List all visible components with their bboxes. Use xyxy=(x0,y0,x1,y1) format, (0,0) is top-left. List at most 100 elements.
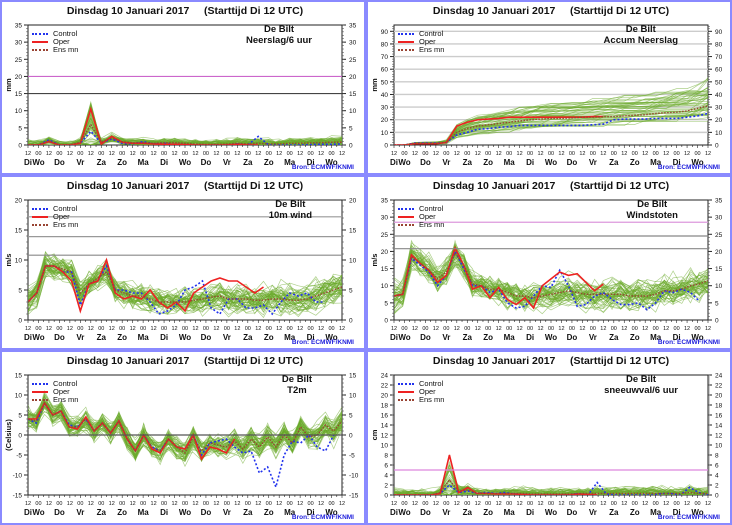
panel-sneeuwval: Dinsdag 10 Januari 2017 (Starttijd Di 12… xyxy=(366,350,732,525)
x-day-label: Ma xyxy=(504,333,516,342)
station-label: De Bilt Accum Neerslag xyxy=(604,24,678,46)
x-tick-label: 12 xyxy=(496,151,502,157)
plot-content xyxy=(28,389,342,490)
legend-label-ensmn: Ens mn xyxy=(53,395,79,404)
x-day-label: Zo xyxy=(117,333,127,342)
x-tick-label: 00 xyxy=(56,501,62,507)
y-tick-label: 20 xyxy=(15,198,23,205)
x-tick-label: 00 xyxy=(527,501,533,507)
legend-item-oper: Oper xyxy=(32,388,78,396)
x-tick-label: 12 xyxy=(475,151,481,157)
y-tick-label: 10 xyxy=(15,258,23,265)
x-day-label: Wo xyxy=(32,508,44,517)
x-day-label: Ma xyxy=(138,333,150,342)
x-day-label: Di xyxy=(526,508,534,517)
y-axis: 0 0 5 5 10 10 15 15 20 20 25 25 30 30 35 35 xyxy=(15,23,357,150)
y-tick-label-right: 20 xyxy=(349,74,357,81)
x-day-label: Do xyxy=(567,508,578,517)
x-axis: 12 00 12 00 12 00 12 00 12 00 12 00 12 00 12 00 12 00 12 00… xyxy=(24,495,345,517)
x-tick-label: 00 xyxy=(287,151,293,157)
x-tick-label: 12 xyxy=(705,501,711,507)
x-tick-label: 00 xyxy=(266,501,272,507)
y-tick-label-right: 0 xyxy=(715,143,719,150)
x-tick-label: 00 xyxy=(464,151,470,157)
x-tick-label: 12 xyxy=(171,326,177,332)
y-tick-label: 24 xyxy=(381,373,389,380)
legend: Control Oper Ens mn xyxy=(398,380,444,404)
x-day-label: Ma xyxy=(284,333,296,342)
x-tick-label: 12 xyxy=(537,151,543,157)
x-tick-label: 00 xyxy=(287,501,293,507)
y-tick-label-right: 8 xyxy=(715,453,719,460)
source-credit: Bron: ECMWF/KNMI xyxy=(657,514,720,521)
y-axis: 0 0 5 5 10 10 15 15 20 20 25 25 30 30 35 35 xyxy=(381,198,723,325)
legend-item-control: Control xyxy=(32,205,78,213)
y-tick-label: 15 xyxy=(15,373,23,380)
legend-item-oper: Oper xyxy=(398,213,444,221)
y-tick-label-right: 20 xyxy=(715,117,723,124)
y-tick-label: 10 xyxy=(381,130,389,137)
x-tick-label: 12 xyxy=(276,151,282,157)
x-tick-label: 12 xyxy=(318,151,324,157)
legend-item-ensmn: Ens mn xyxy=(32,396,78,404)
legend-label-control: Control xyxy=(53,29,78,38)
y-tick-label-right: -10 xyxy=(349,473,359,480)
x-tick-label: 12 xyxy=(130,151,136,157)
x-tick-label: 12 xyxy=(234,501,240,507)
x-day-label: Zo xyxy=(630,508,640,517)
x-tick-label: 00 xyxy=(98,326,104,332)
x-tick-label: 00 xyxy=(308,326,314,332)
y-tick-label: 15 xyxy=(15,91,23,98)
legend-item-ensmn: Ens mn xyxy=(398,396,444,404)
x-tick-label: 12 xyxy=(537,326,543,332)
control-line xyxy=(394,481,708,495)
x-tick-label: 12 xyxy=(537,501,543,507)
legend-label-oper: Oper xyxy=(53,212,70,221)
y-tick-label-right: 35 xyxy=(715,198,723,205)
x-tick-label: 12 xyxy=(25,326,31,332)
x-tick-label: 12 xyxy=(276,326,282,332)
legend-label-oper: Oper xyxy=(419,387,436,396)
x-tick-label: 12 xyxy=(600,151,606,157)
control-line xyxy=(394,249,700,311)
x-tick-label: 12 xyxy=(517,151,523,157)
legend-label-ensmn: Ens mn xyxy=(419,220,445,229)
legend-swatch-ensmn xyxy=(32,399,48,401)
y-tick-label: -5 xyxy=(16,453,22,460)
x-tick-label: 12 xyxy=(684,501,690,507)
x-day-label: Zo xyxy=(264,158,274,167)
station-label-line: De Bilt xyxy=(281,374,312,385)
x-tick-label: 00 xyxy=(401,501,407,507)
ensemble-members xyxy=(394,239,708,315)
y-tick-label: 15 xyxy=(15,228,23,235)
y-tick-label-right: 15 xyxy=(349,91,357,98)
station-label-line: De Bilt xyxy=(263,24,295,35)
source-credit: Bron: ECMWF/KNMI xyxy=(291,339,354,346)
x-tick-label: 12 xyxy=(67,151,73,157)
x-tick-label: 00 xyxy=(569,151,575,157)
y-tick-label: 18 xyxy=(381,403,389,410)
x-tick-label: 00 xyxy=(140,151,146,157)
y-tick-label: 20 xyxy=(381,117,389,124)
legend-swatch-control xyxy=(398,383,414,385)
x-day-label: Vr xyxy=(223,508,231,517)
y-tick-label: 6 xyxy=(384,463,388,470)
x-tick-label: 00 xyxy=(56,326,62,332)
legend-label-control: Control xyxy=(419,379,444,388)
y-tick-label-right: 30 xyxy=(349,40,357,47)
y-tick-label-right: 35 xyxy=(349,23,357,30)
x-tick-label: 12 xyxy=(705,326,711,332)
x-day-label: Vr xyxy=(589,333,597,342)
x-day-label: Za xyxy=(463,508,473,517)
x-day-label: Zo xyxy=(483,333,493,342)
x-tick-label: 00 xyxy=(308,501,314,507)
y-axis-label: (Celsius) xyxy=(4,419,13,451)
y-tick-label: 5 xyxy=(18,288,22,295)
ensemble-member-line xyxy=(394,249,708,306)
x-tick-label: 00 xyxy=(694,151,700,157)
ensemble-member-line xyxy=(394,484,708,495)
x-tick-label: 00 xyxy=(35,151,41,157)
y-tick-label-right: 0 xyxy=(349,318,353,325)
